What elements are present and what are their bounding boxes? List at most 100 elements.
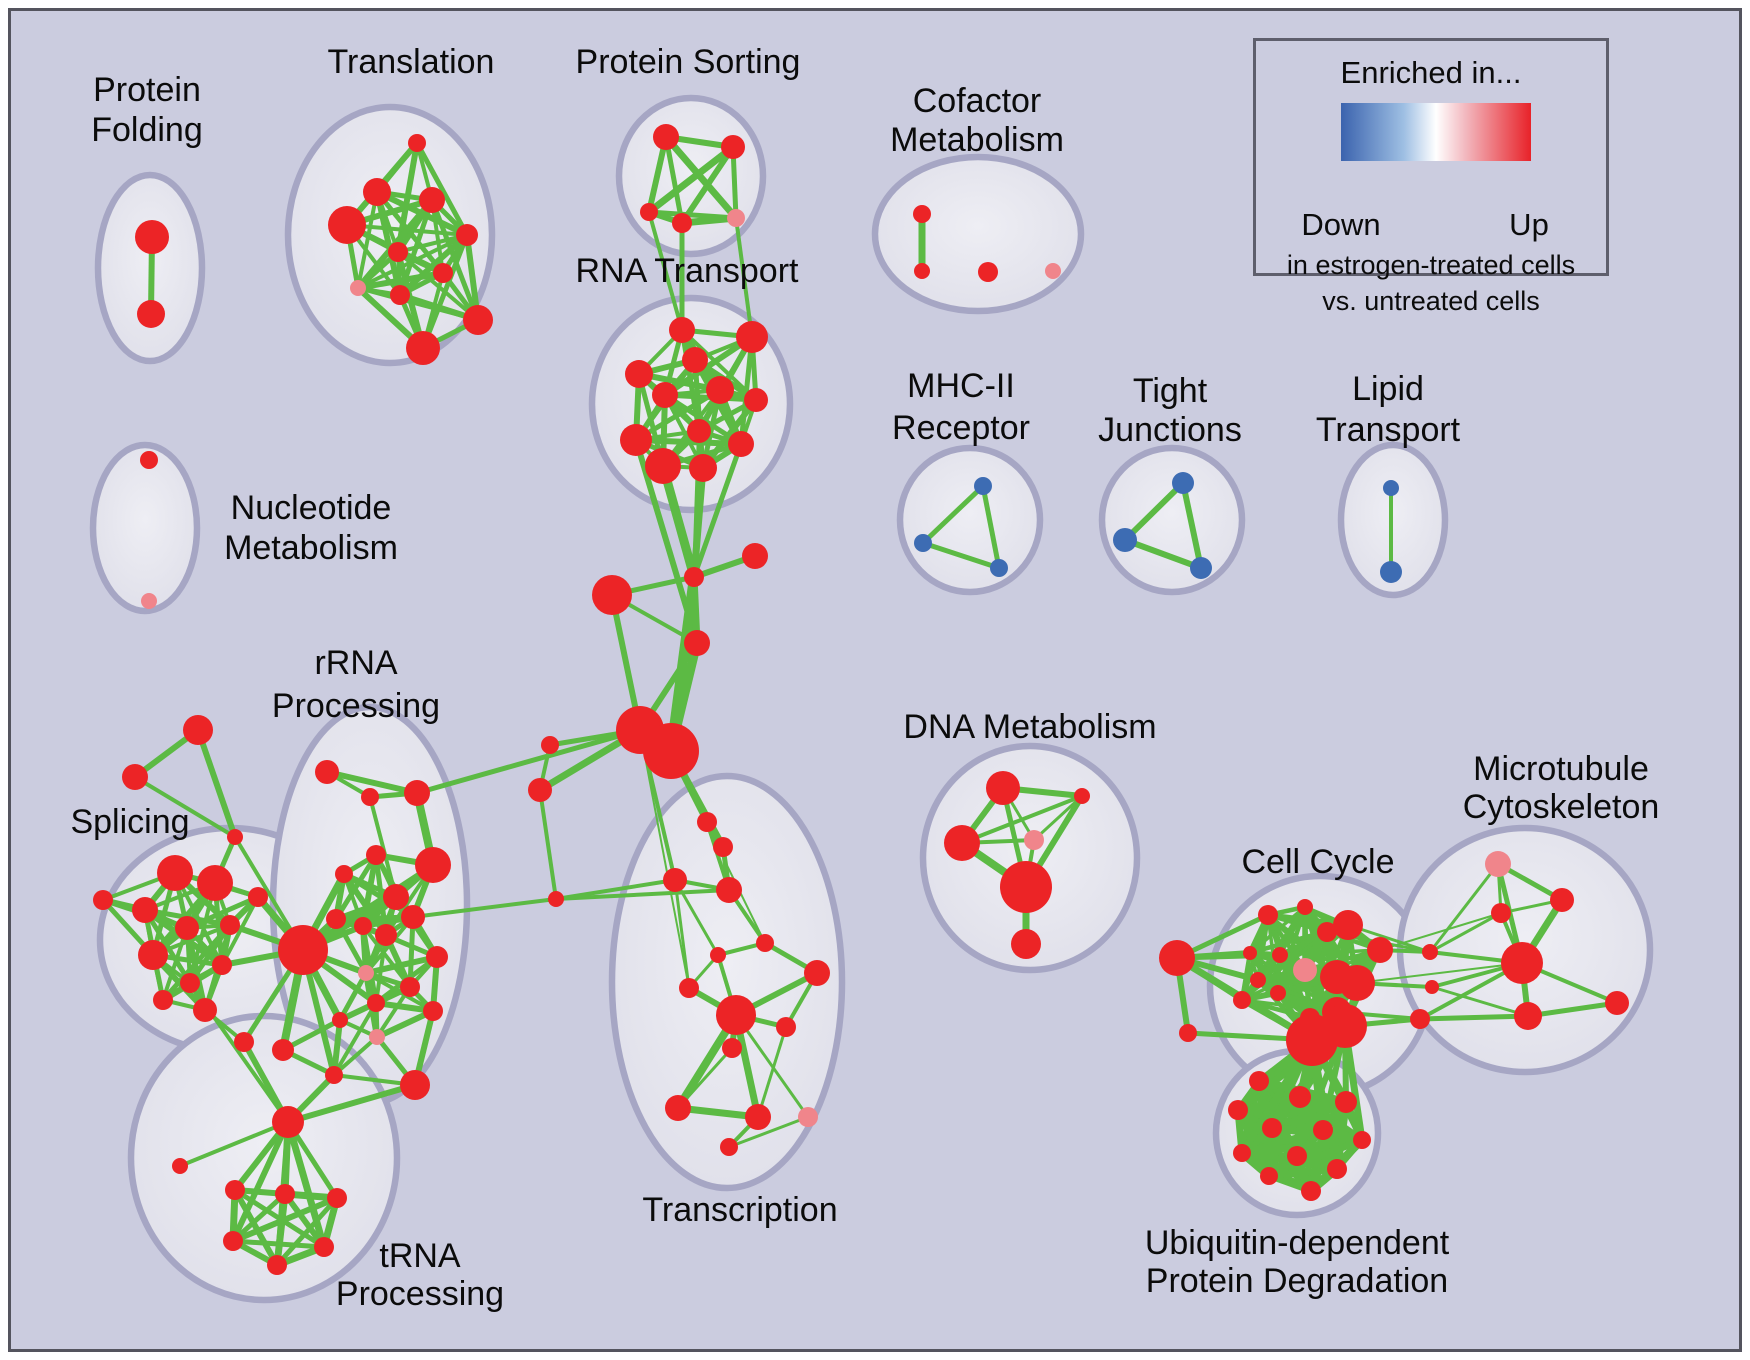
node-cc1[interactable] <box>1258 905 1278 925</box>
node-rr15[interactable] <box>272 1039 294 1061</box>
node-rr17[interactable] <box>400 1070 430 1100</box>
node-lp0[interactable] <box>1383 480 1399 496</box>
node-rt6[interactable] <box>744 388 768 412</box>
node-mt1[interactable] <box>1550 888 1574 912</box>
node-nm0[interactable] <box>140 451 158 469</box>
node-tr8[interactable] <box>350 280 366 296</box>
node-dn2[interactable] <box>944 825 980 861</box>
node-dn5[interactable] <box>1011 929 1041 959</box>
node-tx4[interactable] <box>710 947 726 963</box>
node-tr1[interactable] <box>363 178 391 206</box>
node-mt5[interactable] <box>1605 991 1629 1015</box>
node-rr2[interactable] <box>415 847 451 883</box>
node-tn0[interactable] <box>172 1158 188 1174</box>
node-ps1[interactable] <box>721 135 745 159</box>
node-f2[interactable] <box>592 575 632 615</box>
node-cc5[interactable] <box>1317 922 1337 942</box>
node-rt11[interactable] <box>689 454 717 482</box>
node-tx6[interactable] <box>679 978 699 998</box>
node-rr3[interactable] <box>383 884 409 910</box>
node-c2[interactable] <box>1425 980 1439 994</box>
node-rt10[interactable] <box>645 448 681 484</box>
node-cc12[interactable] <box>1233 991 1251 1009</box>
node-tx7[interactable] <box>804 960 830 986</box>
node-rr1[interactable] <box>335 865 353 883</box>
node-sp9[interactable] <box>248 887 268 907</box>
node-t3c[interactable] <box>404 780 430 806</box>
node-cc8[interactable] <box>1293 958 1317 982</box>
node-tx1[interactable] <box>713 837 733 857</box>
node-tr3[interactable] <box>419 187 445 213</box>
node-tj1[interactable] <box>1113 528 1137 552</box>
node-rt1[interactable] <box>736 321 768 353</box>
node-tx2[interactable] <box>663 868 687 892</box>
node-rr13[interactable] <box>332 1012 348 1028</box>
node-tr4[interactable] <box>456 224 478 246</box>
node-tr6[interactable] <box>433 263 453 283</box>
node-hx1[interactable] <box>225 1180 245 1200</box>
node-ub4[interactable] <box>1262 1118 1282 1138</box>
node-mh2[interactable] <box>990 559 1008 577</box>
node-dn3[interactable] <box>1024 830 1044 850</box>
node-pf0[interactable] <box>135 220 169 254</box>
node-sp5[interactable] <box>132 897 158 923</box>
node-cf1[interactable] <box>914 263 930 279</box>
node-trh[interactable] <box>272 1106 304 1138</box>
node-sp10[interactable] <box>138 940 168 970</box>
node-rt3[interactable] <box>625 360 653 388</box>
node-ps3[interactable] <box>672 213 692 233</box>
node-T[interactable] <box>716 995 756 1035</box>
node-dn4[interactable] <box>1000 861 1052 913</box>
node-sp8[interactable] <box>220 915 240 935</box>
node-hx6[interactable] <box>267 1255 287 1275</box>
node-rr10[interactable] <box>400 977 420 997</box>
node-sp3[interactable] <box>157 855 193 891</box>
node-c3[interactable] <box>1410 1009 1430 1029</box>
node-tx11[interactable] <box>745 1104 771 1130</box>
node-tr2[interactable] <box>328 206 366 244</box>
node-ps2[interactable] <box>727 209 745 227</box>
node-mt3[interactable] <box>1501 942 1543 984</box>
node-rr0[interactable] <box>366 845 386 865</box>
node-ub6[interactable] <box>1353 1131 1371 1149</box>
node-cn[interactable] <box>548 891 564 907</box>
node-t3a[interactable] <box>315 760 339 784</box>
node-hx5[interactable] <box>314 1237 334 1257</box>
node-tr9[interactable] <box>406 331 440 365</box>
node-G[interactable] <box>278 925 328 975</box>
node-rr11[interactable] <box>367 994 385 1012</box>
node-cc10[interactable] <box>1339 965 1375 1001</box>
node-sp4[interactable] <box>197 865 233 901</box>
node-rt5[interactable] <box>706 376 734 404</box>
node-tr10[interactable] <box>463 305 493 335</box>
node-mh0[interactable] <box>974 477 992 495</box>
node-mh1[interactable] <box>914 534 932 552</box>
node-rt7[interactable] <box>687 419 711 443</box>
node-tx13[interactable] <box>720 1138 738 1156</box>
node-tx5[interactable] <box>756 934 774 952</box>
node-sp1[interactable] <box>122 764 148 790</box>
node-cf0[interactable] <box>913 205 931 223</box>
node-H2[interactable] <box>643 723 699 779</box>
node-ub11[interactable] <box>1301 1181 1321 1201</box>
node-sp2[interactable] <box>227 829 243 845</box>
node-sp14[interactable] <box>153 990 173 1010</box>
node-t3b[interactable] <box>361 788 379 806</box>
node-L1[interactable] <box>541 736 559 754</box>
node-nm1[interactable] <box>141 593 157 609</box>
node-rt4[interactable] <box>652 382 678 408</box>
node-cc3[interactable] <box>1333 910 1363 940</box>
node-ub5[interactable] <box>1313 1120 1333 1140</box>
node-ub3[interactable] <box>1228 1100 1248 1120</box>
node-ub10[interactable] <box>1260 1167 1278 1185</box>
node-sp0[interactable] <box>183 715 213 745</box>
node-tx0[interactable] <box>697 812 717 832</box>
node-ub8[interactable] <box>1287 1146 1307 1166</box>
node-gu2[interactable] <box>1323 1004 1367 1048</box>
node-rt8[interactable] <box>620 424 652 456</box>
node-br0[interactable] <box>234 1032 254 1052</box>
node-cc4[interactable] <box>1367 937 1393 963</box>
node-tx8[interactable] <box>776 1017 796 1037</box>
node-hx2[interactable] <box>275 1184 295 1204</box>
node-rr5[interactable] <box>354 917 372 935</box>
